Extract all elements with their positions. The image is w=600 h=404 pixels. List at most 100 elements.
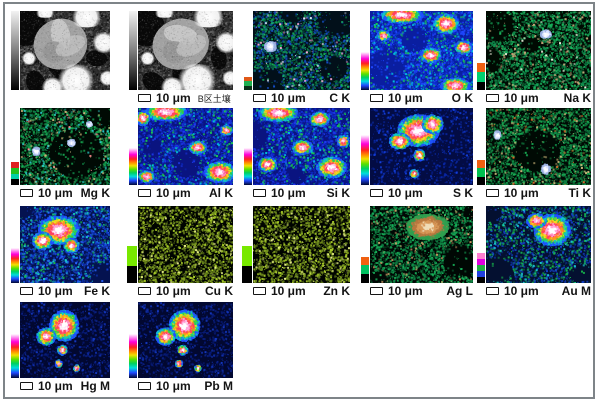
element-map-ag-l	[370, 206, 473, 283]
colorbar-segment	[477, 265, 485, 271]
scale-label: 10 μm	[388, 186, 423, 200]
colorbar-pb-m	[129, 334, 137, 378]
scale-bar-icon	[486, 189, 499, 197]
colorbar-segment	[11, 174, 19, 179]
panel-label-ag-l: 10 μm Ag L	[370, 284, 473, 298]
colorbar-segment	[361, 265, 369, 274]
element-map-fe-k	[20, 206, 110, 283]
scale-bar-icon	[138, 189, 151, 197]
colorbar-segment	[477, 160, 485, 168]
panel-label-fe-k: 10 μm Fe K	[20, 284, 110, 298]
colorbar-segment	[477, 82, 485, 90]
colorbar-segment	[244, 77, 252, 81]
sem-image-sem-2	[138, 11, 233, 90]
colorbar-segment	[477, 177, 485, 185]
scale-bar-icon	[20, 287, 33, 295]
scale-bar-icon	[486, 287, 499, 295]
scale-label: 10 μm	[156, 379, 191, 393]
panel-label-c-k: 10 μm C K	[253, 91, 350, 105]
element-map-c-k	[253, 11, 350, 90]
colorbar-segment	[244, 81, 252, 86]
scale-bar-icon	[253, 189, 266, 197]
colorbar-segment	[242, 246, 252, 266]
element-name-label: Pb M	[204, 379, 233, 393]
scale-label: 10 μm	[38, 186, 73, 200]
scale-bar-icon	[253, 94, 266, 102]
colorbar-na-k	[477, 63, 485, 90]
scale-label: 10 μm	[271, 284, 306, 298]
colorbar-cu-k	[127, 246, 137, 283]
colorbar-al-k	[129, 148, 137, 185]
element-map-al-k	[138, 108, 233, 185]
element-name-label: Ag L	[446, 284, 473, 298]
colorbar-segment	[361, 257, 369, 265]
panel-label-si-k: 10 μm Si K	[253, 186, 350, 200]
scale-label: 10 μm	[504, 284, 539, 298]
colorbar-segment	[242, 266, 252, 283]
scale-label: 10 μm	[271, 186, 306, 200]
colorbar-hg-m	[11, 334, 19, 378]
sample-name-label: B区土壤	[197, 93, 231, 104]
element-map-mg-k	[20, 108, 110, 185]
colorbar-segment	[11, 162, 19, 168]
element-name-label: Na K	[563, 91, 591, 105]
colorbar-mg-k	[11, 162, 19, 185]
element-name-label: Mg K	[80, 186, 110, 200]
colorbar-segment	[477, 277, 485, 283]
element-name-label: Cu K	[205, 284, 233, 298]
scale-bar-icon	[253, 287, 266, 295]
colorbar-o-k	[361, 52, 369, 90]
colorbar-segment	[11, 168, 19, 174]
colorbar-segment	[477, 63, 485, 72]
element-name-label: Si K	[326, 186, 350, 200]
panel-label-zn-k: 10 μm Zn K	[253, 284, 350, 298]
colorbar-si-k	[244, 148, 252, 185]
element-map-zn-k	[253, 206, 350, 283]
element-name-label: C K	[329, 91, 350, 105]
element-name-label: Al K	[209, 186, 233, 200]
element-map-na-k	[486, 11, 591, 90]
scale-label: 10 μm	[504, 91, 539, 105]
panel-label-sem-2: 10 μm B区土壤	[138, 91, 233, 105]
scale-label: 10 μm	[156, 284, 191, 298]
colorbar-zn-k	[242, 246, 252, 283]
panel-label-pb-m: 10 μm Pb M	[138, 379, 233, 393]
scale-label: 10 μm	[271, 91, 306, 105]
colorbar-segment	[361, 274, 369, 283]
colorbar-segment	[11, 179, 19, 185]
scale-bar-icon	[370, 94, 383, 102]
colorbar-segment	[477, 168, 485, 177]
scale-label: 10 μm	[156, 186, 191, 200]
scale-bar-icon	[20, 382, 33, 390]
scale-bar-icon	[138, 94, 151, 102]
element-name-label: Fe K	[83, 284, 110, 298]
element-map-o-k	[370, 11, 473, 90]
scale-bar-icon	[370, 189, 383, 197]
colorbar-segment	[477, 271, 485, 277]
element-map-si-k	[253, 108, 350, 185]
colorbar-sem-1	[11, 11, 19, 90]
scale-bar-icon	[138, 287, 151, 295]
colorbar-au-m	[477, 253, 485, 283]
panel-label-o-k: 10 μm O K	[370, 91, 473, 105]
element-name-label: Ti K	[568, 186, 591, 200]
element-name-label: Hg M	[80, 379, 110, 393]
panel-label-mg-k: 10 μm Mg K	[20, 186, 110, 200]
scale-label: 10 μm	[388, 284, 423, 298]
colorbar-segment	[477, 259, 485, 265]
element-map-au-m	[486, 206, 591, 283]
colorbar-segment	[477, 253, 485, 259]
panel-label-s-k: 10 μm S K	[370, 186, 473, 200]
element-name-label: Au M	[561, 284, 591, 298]
element-name-label: O K	[451, 91, 473, 105]
scale-label: 10 μm	[156, 91, 191, 105]
scale-bar-icon	[486, 94, 499, 102]
scale-bar-icon	[370, 287, 383, 295]
panel-label-cu-k: 10 μm Cu K	[138, 284, 233, 298]
element-map-pb-m	[138, 302, 233, 378]
panel-label-hg-m: 10 μm Hg M	[20, 379, 110, 393]
element-map-ti-k	[486, 108, 591, 185]
scale-label: 10 μm	[38, 379, 73, 393]
colorbar-c-k	[244, 77, 252, 90]
